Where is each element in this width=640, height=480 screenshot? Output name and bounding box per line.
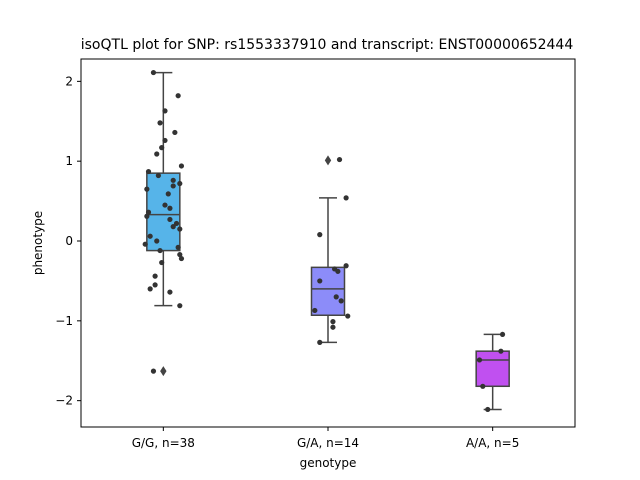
data-point — [476, 357, 483, 363]
data-point — [157, 120, 163, 126]
x-axis-label: genotype — [300, 456, 357, 470]
data-point — [165, 191, 171, 197]
data-point — [144, 213, 150, 219]
y-axis: −2 −1 0 1 2 — [55, 74, 81, 408]
x-axis: G/G, n=38 G/A, n=14 A/A, n=5 — [132, 427, 519, 450]
data-point — [343, 195, 349, 201]
strip-points — [142, 69, 185, 374]
data-point — [152, 282, 158, 288]
data-point — [152, 273, 158, 279]
y-tick-label: 0 — [65, 234, 73, 248]
x-tick-label: G/A, n=14 — [297, 436, 359, 450]
data-point — [343, 263, 349, 269]
data-point — [330, 319, 336, 325]
data-point — [159, 145, 165, 151]
box-iqr — [310, 266, 346, 316]
y-tick-label: −2 — [55, 394, 73, 408]
y-tick-label: 1 — [65, 154, 73, 168]
data-point — [147, 233, 153, 239]
data-point — [167, 289, 173, 295]
box-group — [310, 155, 346, 344]
data-point — [499, 331, 506, 338]
data-point — [178, 255, 185, 262]
data-point — [177, 251, 183, 258]
data-point — [162, 137, 168, 144]
data-point — [145, 168, 152, 175]
outlier-marker — [160, 366, 167, 377]
data-point — [172, 129, 178, 136]
data-point — [485, 406, 491, 413]
strip-points — [312, 156, 351, 345]
plot-area — [142, 69, 510, 413]
x-tick-label: A/A, n=5 — [466, 436, 519, 450]
data-point — [150, 368, 157, 374]
strip-points — [476, 331, 506, 413]
data-point — [147, 286, 153, 292]
data-point — [338, 298, 344, 304]
data-point — [333, 294, 339, 300]
data-point — [177, 303, 183, 309]
data-point — [144, 186, 150, 192]
data-point — [162, 108, 168, 114]
data-point — [480, 383, 486, 389]
box-iqr — [475, 350, 510, 388]
data-point — [155, 172, 161, 179]
data-point — [173, 220, 180, 227]
data-point — [157, 247, 163, 254]
data-point — [177, 226, 183, 232]
data-point — [317, 232, 323, 238]
data-point — [175, 244, 181, 250]
data-point — [498, 348, 504, 354]
x-tick-label: G/G, n=38 — [132, 436, 195, 450]
chart-title: isoQTL plot for SNP: rs1553337910 and tr… — [81, 37, 574, 53]
data-point — [336, 156, 343, 163]
data-point — [170, 177, 176, 183]
y-tick-label: −1 — [55, 314, 73, 328]
data-point — [150, 69, 157, 76]
data-point — [170, 224, 176, 230]
data-point — [345, 313, 351, 319]
data-point — [330, 324, 336, 330]
data-point — [175, 93, 181, 99]
data-point — [177, 180, 183, 187]
data-point — [154, 151, 160, 157]
data-point — [145, 209, 152, 215]
y-axis-label: phenotype — [31, 211, 45, 275]
data-point — [335, 268, 341, 274]
data-point — [178, 163, 185, 169]
data-point — [162, 202, 168, 208]
data-point — [154, 238, 160, 244]
data-point — [167, 216, 173, 223]
data-point — [167, 205, 173, 211]
data-point — [142, 241, 148, 247]
data-point — [317, 339, 323, 345]
box-group — [475, 333, 510, 411]
outlier-marker — [324, 155, 332, 166]
y-tick-label: 2 — [65, 74, 73, 88]
data-point — [317, 278, 323, 284]
data-point — [170, 183, 176, 189]
data-point — [159, 259, 165, 266]
data-point — [312, 307, 318, 314]
